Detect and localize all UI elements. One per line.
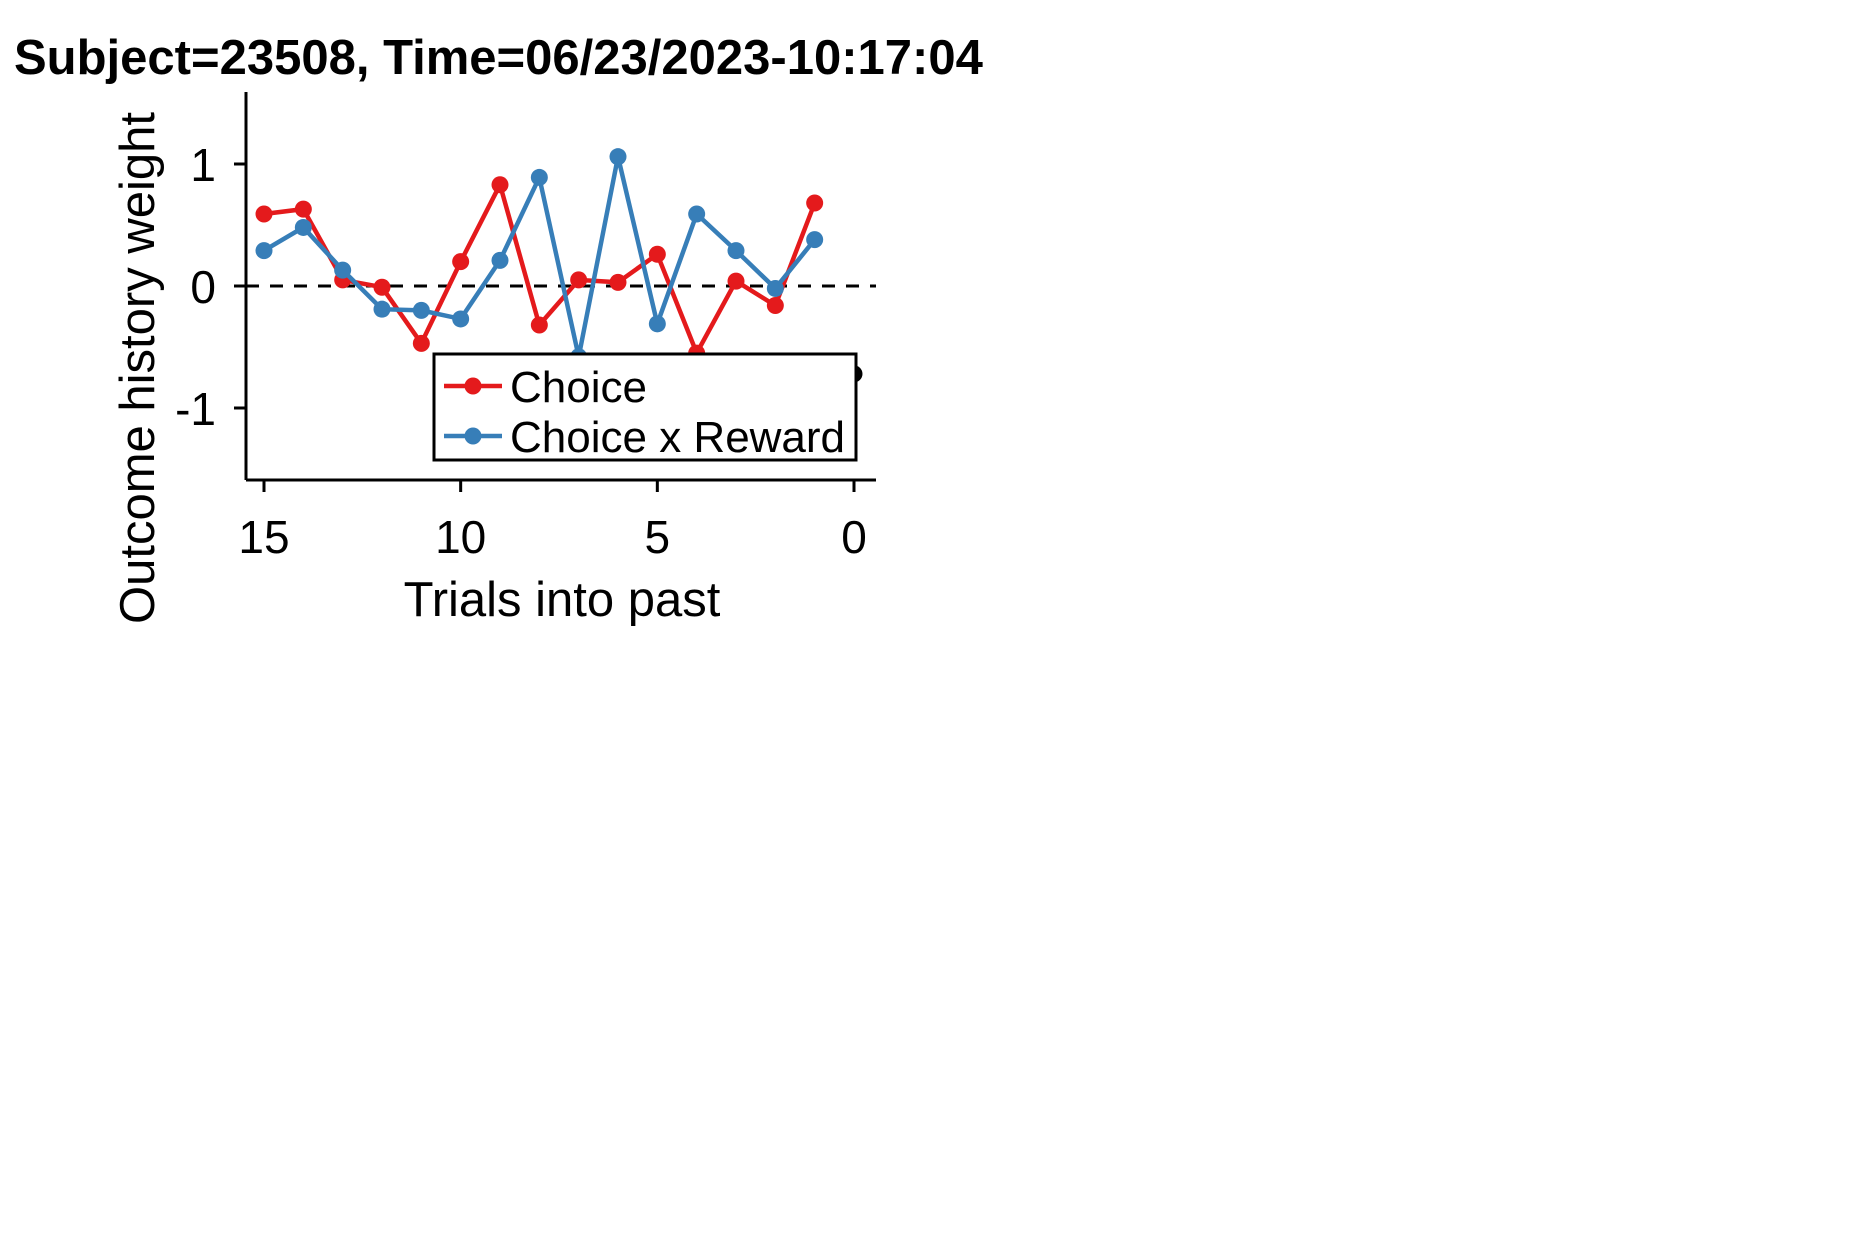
data-point bbox=[648, 245, 666, 263]
data-point bbox=[570, 271, 588, 289]
data-point bbox=[766, 297, 784, 315]
legend-marker bbox=[464, 377, 482, 395]
legend-label: Choice x Reward bbox=[510, 413, 845, 462]
legend-label: Choice bbox=[510, 363, 647, 412]
data-point bbox=[766, 279, 784, 297]
data-point bbox=[727, 272, 745, 290]
x-axis-ticks: 15 10 5 0 bbox=[238, 480, 867, 563]
data-point bbox=[373, 300, 391, 318]
y-axis-label: Outcome history weight bbox=[111, 112, 165, 624]
data-point bbox=[255, 205, 273, 223]
data-point bbox=[530, 168, 548, 186]
legend-marker bbox=[464, 427, 482, 445]
data-point bbox=[609, 148, 627, 166]
data-point bbox=[648, 315, 666, 333]
data-point bbox=[373, 278, 391, 296]
data-point bbox=[491, 251, 509, 269]
x-tick-label: 10 bbox=[435, 511, 486, 563]
axes: 10-1 15 10 5 0 bbox=[175, 92, 876, 563]
x-tick-label: 0 bbox=[841, 511, 867, 563]
x-tick-label: 5 bbox=[645, 511, 671, 563]
data-point bbox=[255, 242, 273, 260]
data-point bbox=[412, 301, 430, 319]
x-axis-label: Trials into past bbox=[404, 573, 721, 627]
data-point bbox=[806, 231, 824, 249]
legend-item: Choice x Reward bbox=[444, 413, 845, 462]
y-axis-ticks: 1 0 -1 bbox=[175, 139, 246, 435]
data-point bbox=[452, 253, 470, 271]
y-tick-label: 1 bbox=[190, 139, 216, 191]
data-point bbox=[491, 176, 509, 194]
chart-title: Subject=23508, Time=06/23/2023-10:17:04 bbox=[14, 31, 983, 85]
x-tick-label: 15 bbox=[238, 511, 289, 563]
data-point bbox=[688, 205, 706, 223]
data-point bbox=[530, 316, 548, 334]
data-point bbox=[806, 194, 824, 212]
data-point bbox=[294, 218, 312, 236]
data-point bbox=[727, 242, 745, 260]
data-point bbox=[452, 310, 470, 328]
data-point bbox=[609, 273, 627, 291]
y-tick-label: 0 bbox=[190, 261, 216, 313]
data-point bbox=[412, 334, 430, 352]
legend-item: Choice bbox=[444, 363, 647, 412]
data-point bbox=[294, 200, 312, 218]
y-tick-label: -1 bbox=[175, 383, 216, 435]
legend-box bbox=[432, 352, 858, 462]
data-point bbox=[334, 261, 352, 279]
series-layer bbox=[255, 148, 863, 383]
